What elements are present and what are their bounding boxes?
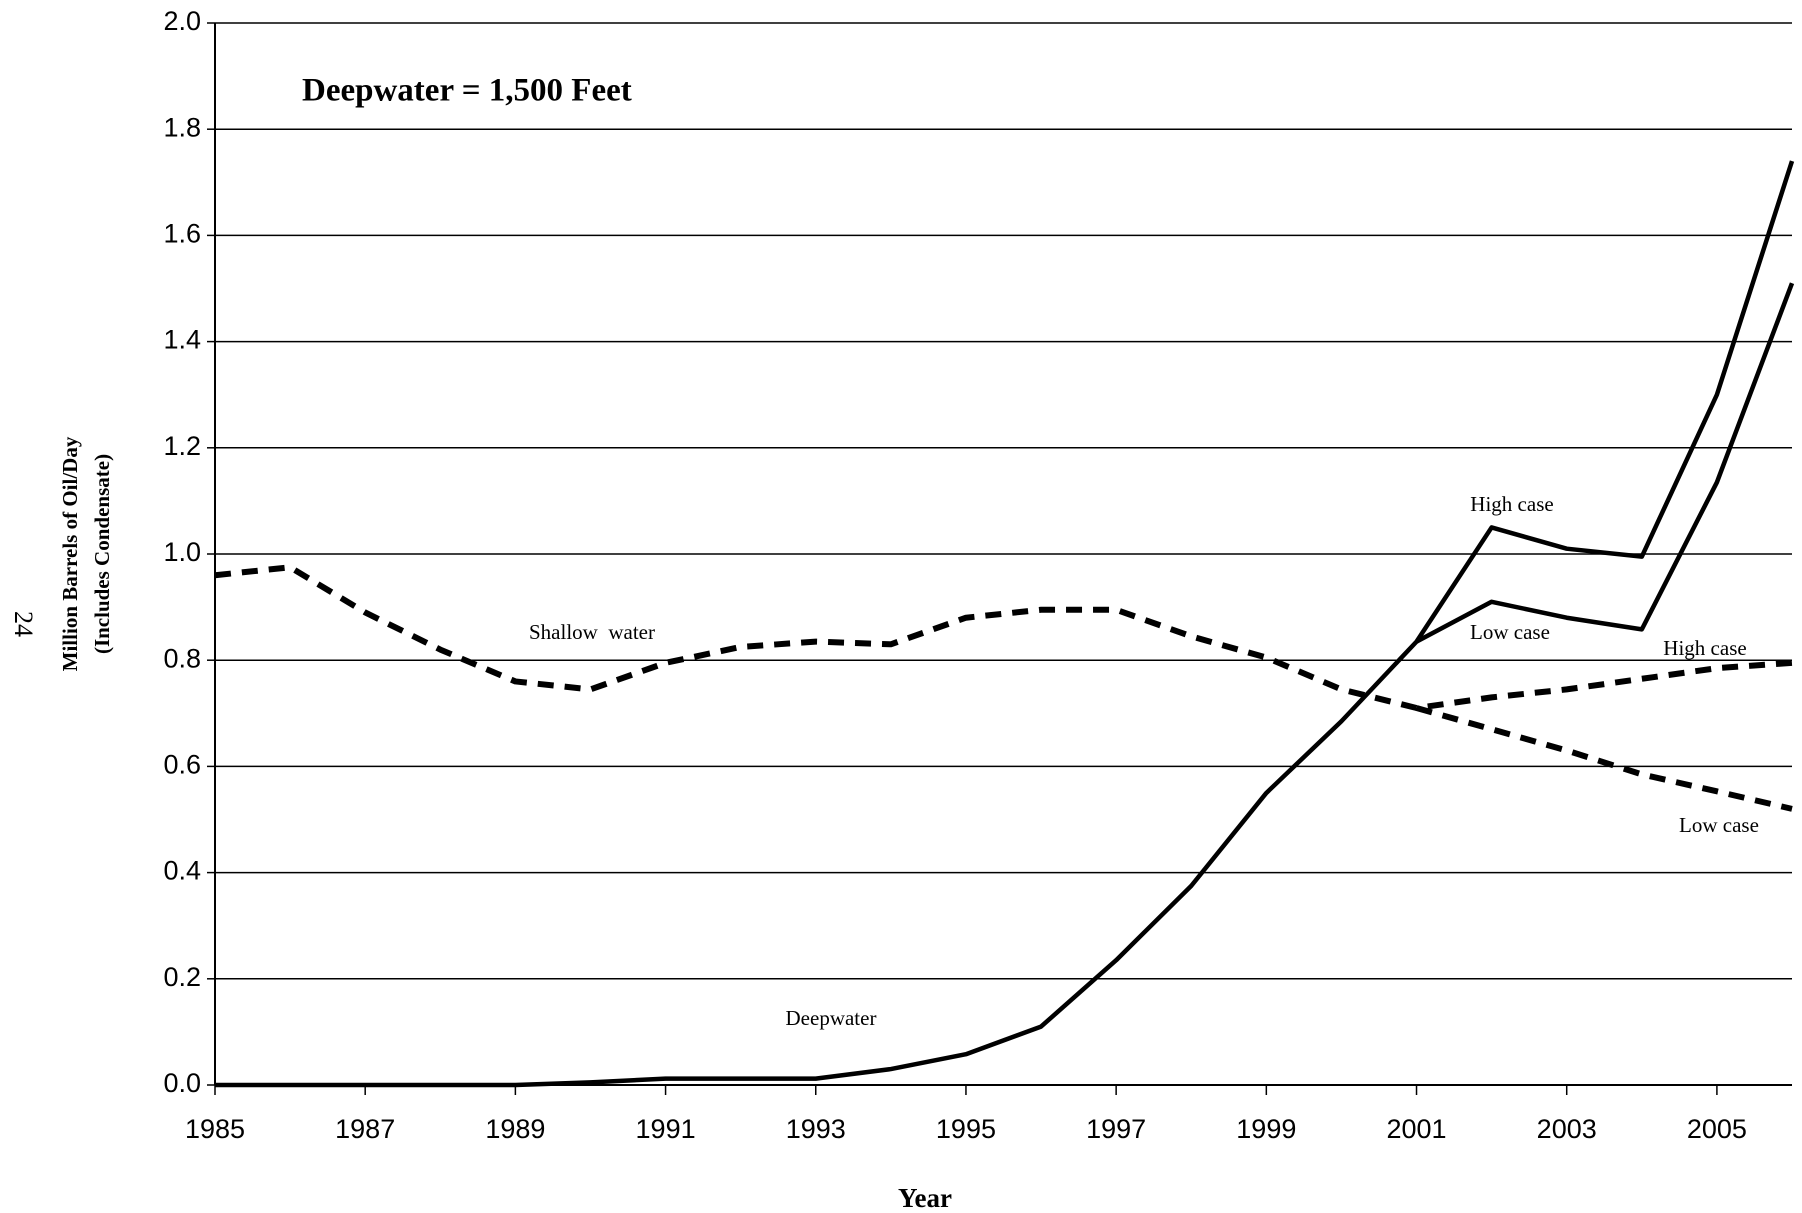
x-tick-label: 1985 xyxy=(185,1114,245,1144)
x-tick-label: 1987 xyxy=(335,1114,395,1144)
annotation: Low case xyxy=(1470,620,1550,644)
y-tick-label: 1.4 xyxy=(163,325,201,355)
series-line xyxy=(214,564,1793,711)
y-tick-label: 1.6 xyxy=(163,219,201,249)
x-tick-label: 2003 xyxy=(1537,1114,1597,1144)
y-tick-label: 1.2 xyxy=(163,431,201,461)
y-axis-label: (Includes Condensate) xyxy=(90,454,114,654)
annotation: Low case xyxy=(1679,813,1759,837)
chart-title: Deepwater = 1,500 Feet xyxy=(302,73,632,109)
x-tick-label: 1993 xyxy=(786,1114,846,1144)
annotation: High case xyxy=(1663,636,1746,660)
y-tick-label: 0.4 xyxy=(163,856,201,886)
y-tick-label: 0.2 xyxy=(163,962,201,992)
x-tick-label: 1991 xyxy=(636,1114,696,1144)
annotation: High case xyxy=(1470,492,1553,516)
y-tick-label: 2.0 xyxy=(163,6,201,36)
x-axis-label: Year xyxy=(898,1183,952,1213)
annotation: Shallow water xyxy=(529,620,655,644)
y-tick-label: 0.6 xyxy=(163,750,201,780)
x-tick-label: 1999 xyxy=(1236,1114,1296,1144)
y-tick-label: 1.0 xyxy=(163,537,201,567)
x-tick-label: 1989 xyxy=(485,1114,545,1144)
x-tick-label: 1995 xyxy=(936,1114,996,1144)
x-tick-label: 2005 xyxy=(1687,1114,1747,1144)
y-tick-label: 1.8 xyxy=(163,112,201,142)
series-line xyxy=(1415,705,1793,812)
y-axis-label: Million Barrels of Oil/Day xyxy=(58,436,82,671)
y-tick-label: 0.8 xyxy=(163,643,201,673)
x-tick-label: 1997 xyxy=(1086,1114,1146,1144)
page-number: 24 xyxy=(9,611,38,637)
y-tick-label: 0.0 xyxy=(163,1068,201,1098)
annotation: Deepwater xyxy=(786,1006,877,1030)
series-line xyxy=(215,160,1795,1088)
x-tick-label: 2001 xyxy=(1386,1114,1446,1144)
series-line xyxy=(1415,282,1795,644)
